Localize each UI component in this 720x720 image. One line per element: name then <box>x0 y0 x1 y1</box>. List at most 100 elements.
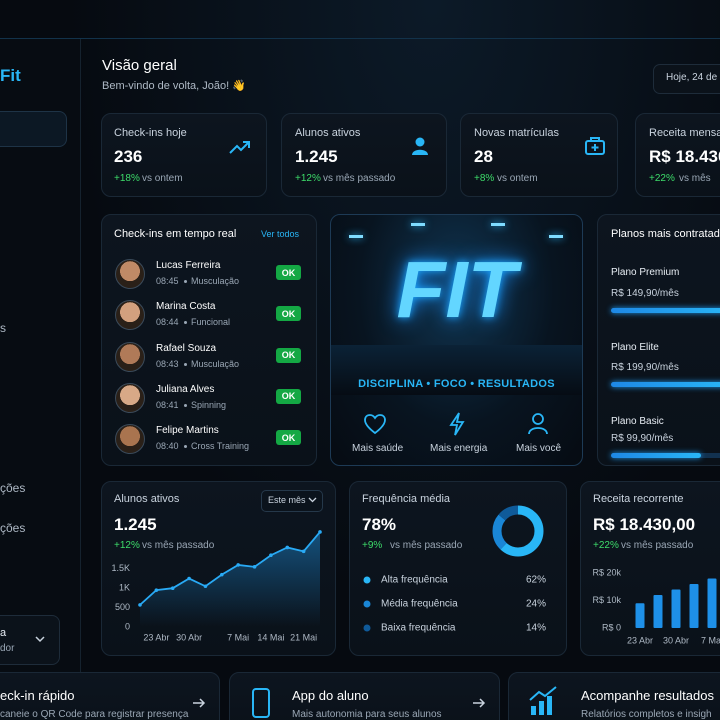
chart-title: Alunos ativos <box>114 493 180 505</box>
avatar <box>115 424 145 455</box>
point <box>187 576 191 581</box>
hero-title: FIT <box>396 245 517 334</box>
plan-price: R$ 149,90/mês <box>611 288 679 299</box>
date-pill[interactable] <box>653 64 720 94</box>
checkin-name: Rafael Souza <box>156 342 217 354</box>
icon-phone <box>252 688 270 718</box>
plan-name: Plano Basic <box>611 416 664 427</box>
point <box>220 572 224 577</box>
light <box>349 235 363 238</box>
checkin-time: 08:40 <box>156 441 179 452</box>
checkin-time: 08:44 <box>156 317 179 328</box>
checkin-name: Lucas Ferreira <box>156 260 221 271</box>
filter[interactable]: Este mês <box>268 495 306 505</box>
floor <box>331 345 582 395</box>
link[interactable]: Ver todos <box>261 229 300 239</box>
chart-title: Frequência média <box>362 493 451 505</box>
chart-change: +12% <box>114 540 140 551</box>
logo[interactable]: Fit <box>0 66 21 85</box>
hero-tagline: DISCIPLINA • FOCO • RESULTADOS <box>358 378 555 390</box>
kpi-change: +22% <box>649 173 675 184</box>
nav-active[interactable] <box>0 111 67 147</box>
icon-person <box>528 413 548 435</box>
avatar <box>115 259 145 289</box>
hero-feature: Mais você <box>516 443 562 454</box>
plan-name: Plano Premium <box>611 267 680 278</box>
point <box>252 565 257 569</box>
plan-bar <box>611 308 720 313</box>
arrow <box>193 698 206 708</box>
checkin-time: 08:41 <box>156 399 179 410</box>
dot <box>184 321 187 325</box>
nav-item[interactable]: s <box>0 321 6 335</box>
dot <box>184 403 187 407</box>
nav-item[interactable]: ções <box>0 481 26 495</box>
arrow <box>473 698 486 708</box>
kpi-period: vs mês passado <box>323 173 396 184</box>
x-tick-label: 23 Abr <box>627 635 653 645</box>
line <box>139 531 321 606</box>
kpi-card <box>101 113 267 197</box>
hero-feature: Mais energia <box>430 443 488 454</box>
cta-card[interactable] <box>0 672 220 720</box>
point <box>318 530 322 534</box>
area <box>140 531 320 627</box>
avatar <box>115 341 145 372</box>
avatar <box>115 300 145 331</box>
point <box>236 563 240 567</box>
user-box[interactable] <box>0 615 60 665</box>
status-badge: OK <box>276 306 301 322</box>
legend-label: Alta frequência <box>381 575 448 586</box>
kpi-value: 28 <box>474 147 493 166</box>
status-badge: OK <box>276 265 301 280</box>
icon-trend <box>229 141 250 154</box>
user-name: a <box>0 627 7 639</box>
checkin-activity: Cross Training <box>191 441 250 452</box>
y-tick-label: 1.5K <box>111 563 130 573</box>
status-badge: OK <box>276 430 301 446</box>
bar <box>635 603 645 628</box>
point <box>203 584 208 589</box>
y-tick-label: 0 <box>125 621 130 631</box>
plan-price: R$ 199,90/mês <box>611 362 679 373</box>
chart-change: +22% <box>593 540 619 551</box>
icon-growth <box>529 686 557 715</box>
chart-change: +9% <box>362 540 383 551</box>
dot <box>184 445 187 449</box>
bar <box>653 595 663 628</box>
user-role: dor <box>0 643 15 654</box>
sidebar <box>0 39 81 720</box>
plan-bar <box>611 453 701 458</box>
kpi-change: +12% <box>295 173 321 184</box>
checkin-activity: Musculação <box>191 358 240 369</box>
point <box>285 545 290 550</box>
filter-pill[interactable] <box>261 490 323 512</box>
icon-heart <box>364 414 386 435</box>
kpi-label: Novas matrículas <box>474 127 559 139</box>
kpi-period: vs ontem <box>497 173 538 184</box>
y-tick-label: R$ 10k <box>592 595 621 605</box>
cta-card[interactable] <box>229 672 500 720</box>
kpi-label: Alunos ativos <box>295 127 361 139</box>
legend-dot <box>363 576 371 584</box>
chart-value: 1.245 <box>114 515 157 534</box>
checkin-name: Marina Costa <box>156 301 216 313</box>
dot <box>184 280 187 283</box>
x-tick-label: 14 Mai <box>257 632 284 642</box>
legend-value: 62% <box>526 575 546 586</box>
status-badge: OK <box>276 388 301 404</box>
nav-item[interactable]: ções <box>0 521 26 535</box>
cta-title: eck-in rápido <box>0 688 75 703</box>
icon-bag <box>585 137 605 155</box>
avatar <box>115 382 145 413</box>
y-tick-label: 500 <box>115 602 130 612</box>
plan-name: Plano Elite <box>611 342 659 353</box>
checkin-time: 08:45 <box>156 276 179 286</box>
icon-bolt <box>449 412 465 436</box>
bar <box>689 584 699 628</box>
kpi-card <box>281 113 447 197</box>
hero-feature: Mais saúde <box>352 443 404 454</box>
point <box>138 603 142 607</box>
